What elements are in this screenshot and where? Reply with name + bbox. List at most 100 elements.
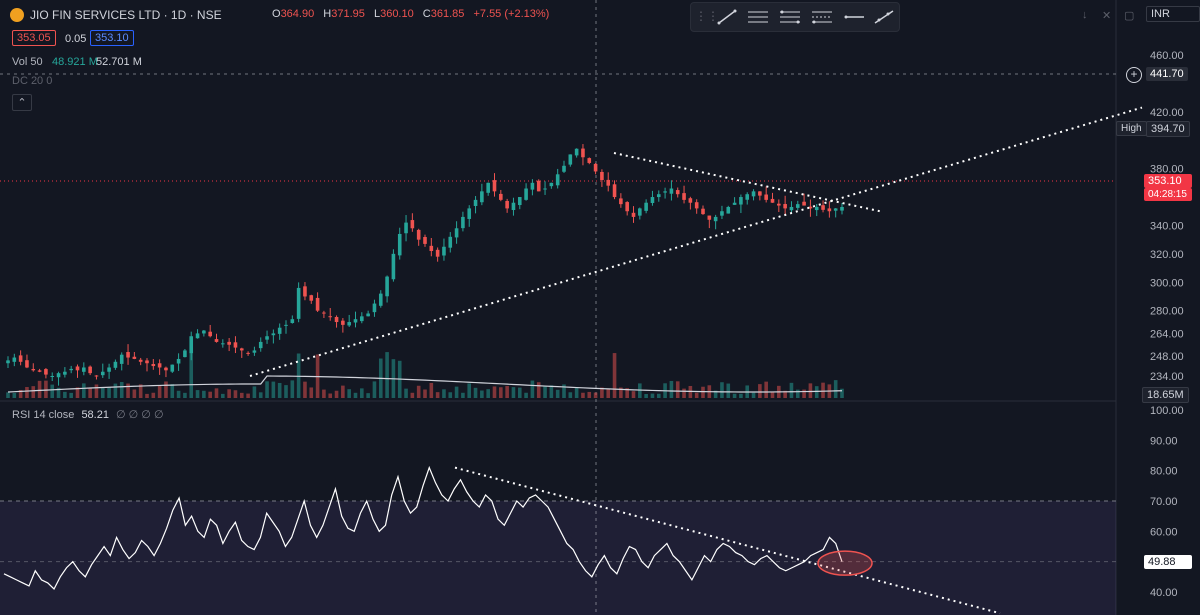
- candle-body: [694, 202, 699, 209]
- maximize-icon[interactable]: ▢: [1124, 10, 1135, 22]
- rsi-tick-label: 60.00: [1150, 526, 1178, 538]
- volume-bar: [252, 386, 257, 398]
- volume-bar: [31, 386, 36, 398]
- volume-bar: [638, 383, 642, 398]
- volume-bar: [88, 387, 92, 398]
- volume-bar: [619, 387, 623, 398]
- candle-body: [638, 208, 642, 216]
- volume-bar: [802, 389, 806, 398]
- rsi-value: 58.21: [81, 409, 109, 421]
- candle-body: [138, 359, 143, 362]
- candle-body: [277, 327, 282, 334]
- dc-indicator-label[interactable]: DC 20 0: [12, 75, 53, 87]
- currency-selector[interactable]: INR: [1146, 6, 1200, 22]
- ray-icon[interactable]: [873, 9, 895, 25]
- candle-body: [675, 190, 680, 195]
- volume-bar: [366, 393, 370, 398]
- volume-bar: [246, 393, 250, 398]
- volume-bar: [789, 382, 794, 398]
- candle-body: [802, 201, 806, 206]
- change-value: +7.55 (+2.13%): [473, 8, 550, 20]
- candle-body: [100, 371, 105, 376]
- volume-bar: [75, 387, 80, 398]
- sell-price-button[interactable]: 353.05: [12, 30, 56, 46]
- add-alert-icon[interactable]: +: [1126, 67, 1142, 83]
- candle-body: [227, 341, 231, 345]
- rsi-tick-label: 70.00: [1150, 496, 1178, 508]
- volume-bar: [448, 392, 453, 398]
- trendline-icon[interactable]: [717, 9, 739, 25]
- candle-body: [840, 206, 844, 211]
- volume-bar: [404, 388, 408, 398]
- parallel-channel-icon[interactable]: [747, 9, 769, 25]
- candle-body: [808, 206, 813, 209]
- candle-body: [189, 336, 194, 354]
- candle-body: [246, 352, 250, 354]
- volume-bar: [631, 391, 636, 398]
- candle-body: [606, 179, 611, 186]
- candle-body: [50, 376, 55, 377]
- candle-body: [271, 333, 276, 336]
- candle-body: [833, 208, 838, 211]
- rsi-label[interactable]: RSI 14 close 58.21 ∅ ∅ ∅ ∅: [12, 409, 164, 421]
- volume-bar: [132, 389, 137, 398]
- collapse-icon[interactable]: ⌃: [12, 94, 32, 111]
- drag-handle-icon[interactable]: ⋮⋮: [695, 9, 719, 23]
- volume-bar: [360, 388, 364, 398]
- volume-bar: [277, 382, 282, 398]
- candle-body: [113, 361, 118, 368]
- candle-body: [492, 180, 497, 192]
- volume-bar: [183, 392, 187, 398]
- volume-bar: [113, 383, 118, 398]
- candle-body: [25, 360, 29, 368]
- price-range-icon[interactable]: [811, 9, 833, 25]
- volume-bar: [290, 380, 295, 398]
- volume-bar: [650, 393, 655, 398]
- candle-body: [309, 295, 314, 301]
- price-tick-label: 420.00: [1150, 107, 1184, 119]
- buy-price-button[interactable]: 353.10: [90, 30, 134, 46]
- candle-body: [183, 350, 187, 358]
- symbol-title[interactable]: JIO FIN SERVICES LTD · 1D · NSE: [30, 8, 222, 22]
- rsi-tick-label: 90.00: [1150, 435, 1178, 447]
- rsi-band: [0, 501, 1116, 615]
- candle-body: [252, 350, 257, 353]
- volume-bar: [656, 393, 661, 398]
- volume-bar: [145, 393, 149, 398]
- volume-bar: [732, 393, 737, 398]
- volume-bar: [303, 381, 307, 398]
- volume-bar: [69, 392, 73, 398]
- price-tick-label: 320.00: [1150, 249, 1184, 261]
- candle-body: [530, 182, 535, 190]
- volume-label[interactable]: Vol 50: [12, 56, 43, 68]
- candle-body: [151, 364, 156, 367]
- candle-body: [328, 316, 333, 318]
- move-down-icon[interactable]: ↓: [1082, 9, 1088, 21]
- volume-bar: [492, 386, 497, 398]
- fib-retracement-icon[interactable]: [779, 9, 801, 25]
- candle-body: [720, 211, 724, 216]
- volume-bar: [353, 392, 358, 398]
- rsi-tick-label: 40.00: [1150, 587, 1178, 599]
- candle-body: [499, 193, 503, 200]
- volume-bar: [442, 389, 446, 398]
- volume-bar: [555, 389, 560, 398]
- volume-bar: [50, 384, 55, 398]
- candle-body: [536, 180, 541, 192]
- rsi-placeholders: ∅ ∅ ∅ ∅: [116, 409, 164, 421]
- close-icon[interactable]: ✕: [1102, 10, 1112, 22]
- volume-bar: [770, 392, 775, 398]
- volume-bar: [233, 390, 238, 398]
- candle-body: [410, 220, 415, 229]
- last-price-label: 353.10: [1144, 174, 1192, 188]
- volume-bar: [12, 392, 17, 398]
- candle-body: [688, 198, 693, 203]
- candle-body: [461, 216, 465, 229]
- candle-body: [442, 246, 446, 256]
- volume-bar: [833, 380, 838, 398]
- horizontal-ray-icon[interactable]: [843, 9, 865, 25]
- rsi-breakout-highlight: [817, 550, 873, 576]
- candle-body: [423, 237, 427, 244]
- volume-bar: [536, 382, 541, 398]
